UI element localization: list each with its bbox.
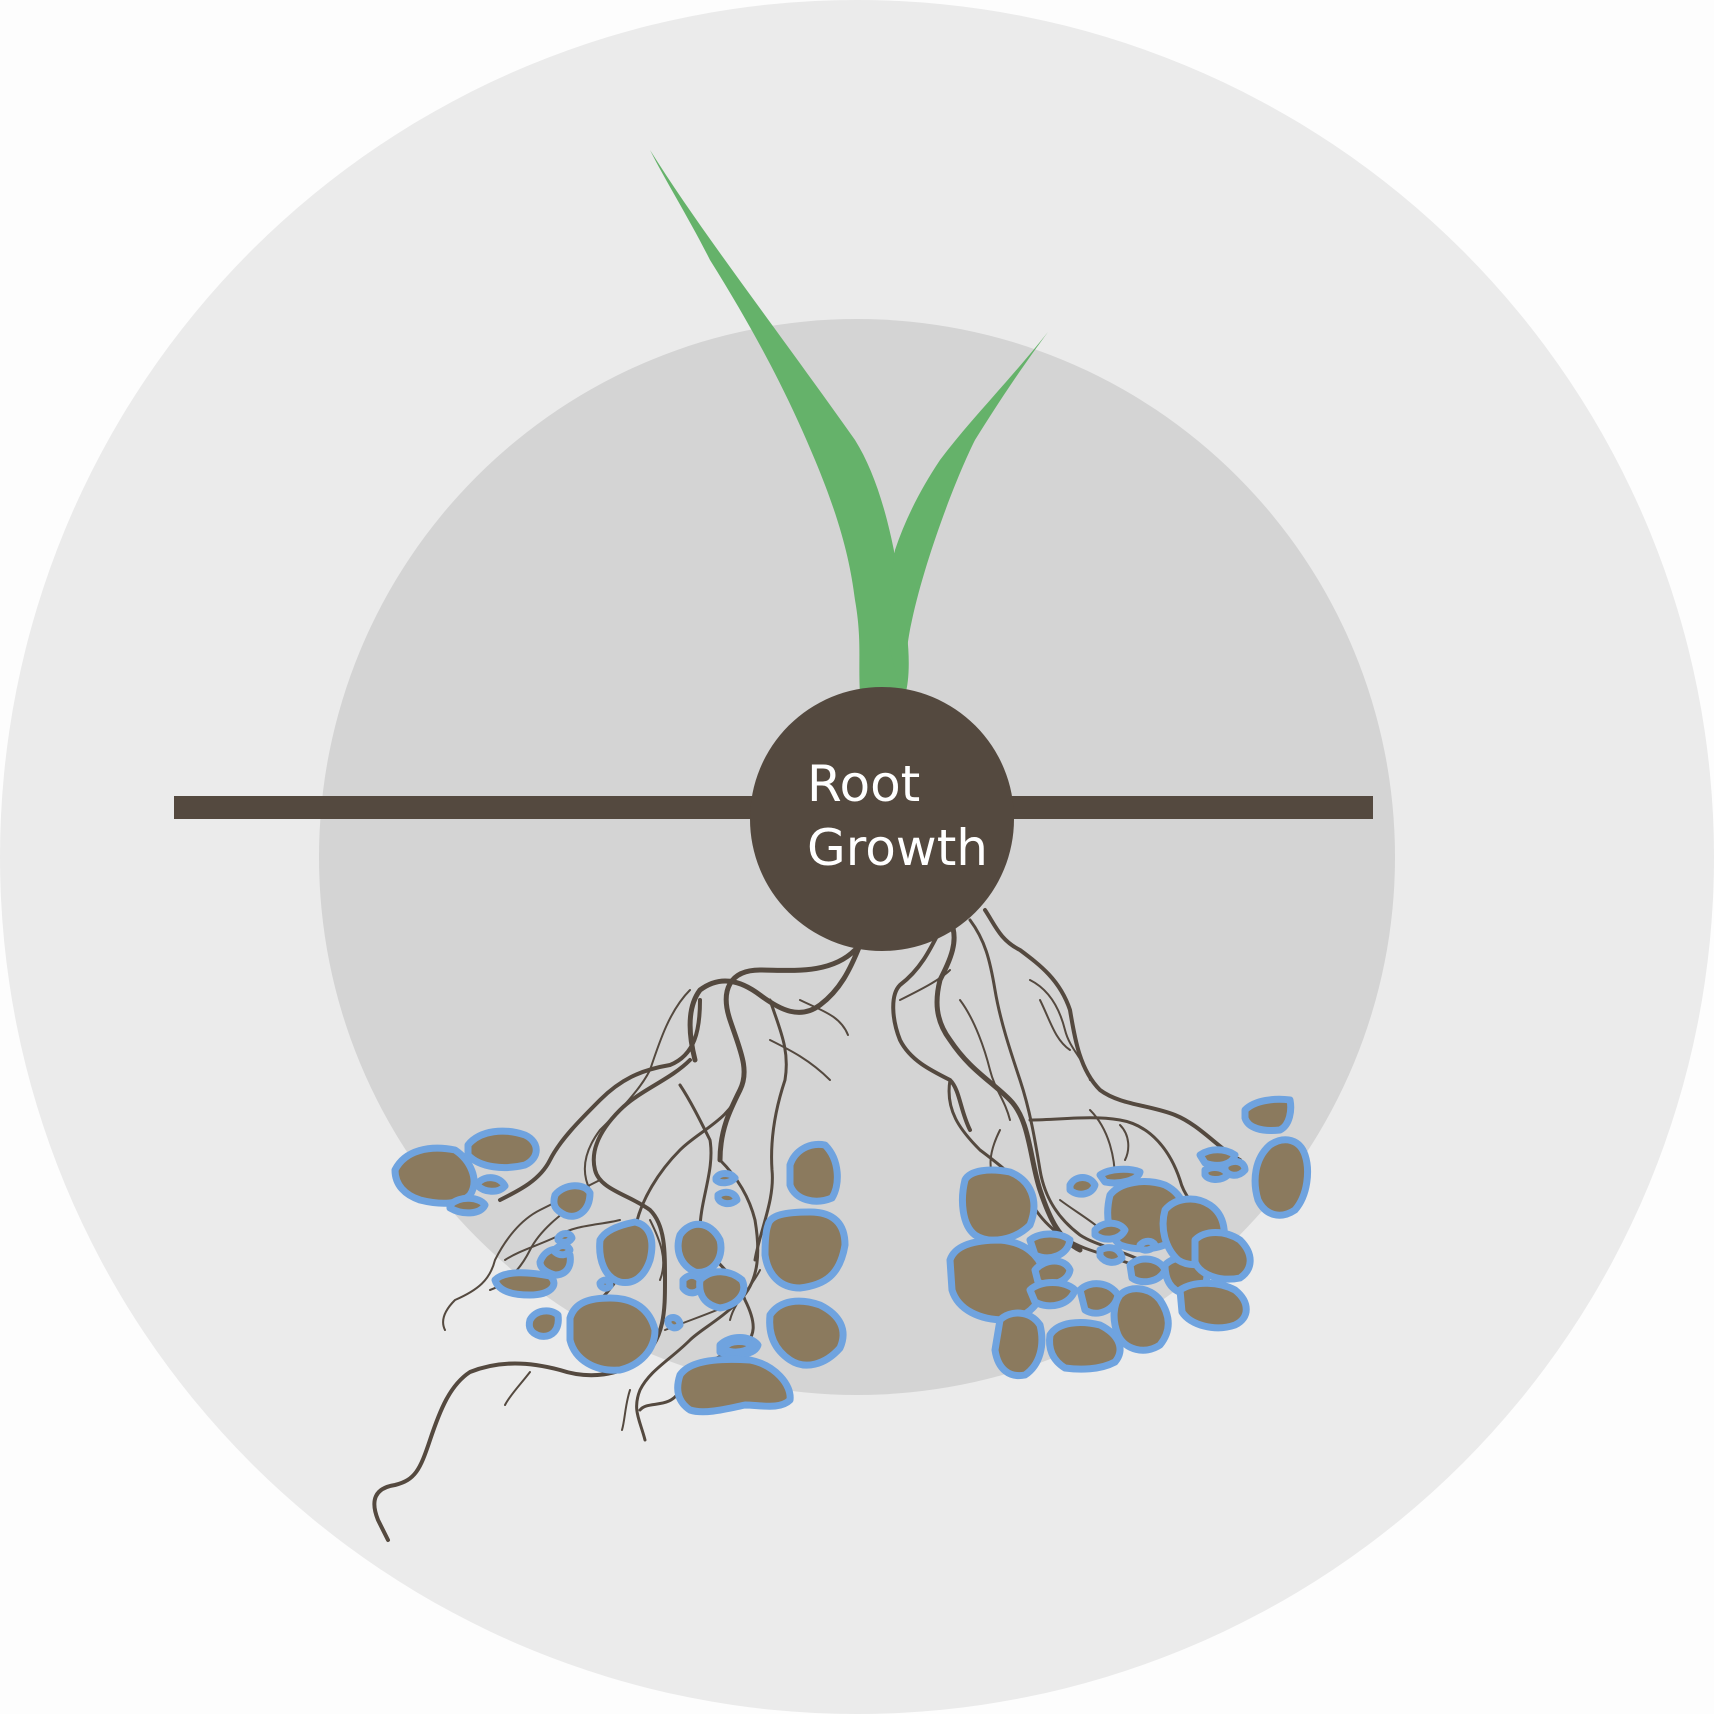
ground-line-left bbox=[174, 796, 754, 819]
seedling-leaf-icon bbox=[650, 150, 1048, 695]
soil-clump-icon bbox=[391, 1095, 1311, 1416]
ground-line-right bbox=[1010, 796, 1373, 819]
label-line-2: Growth bbox=[807, 819, 988, 877]
root-growth-label: Root Growth bbox=[807, 752, 1037, 880]
label-line-1: Root bbox=[807, 755, 921, 813]
root-growth-node bbox=[750, 687, 1014, 951]
